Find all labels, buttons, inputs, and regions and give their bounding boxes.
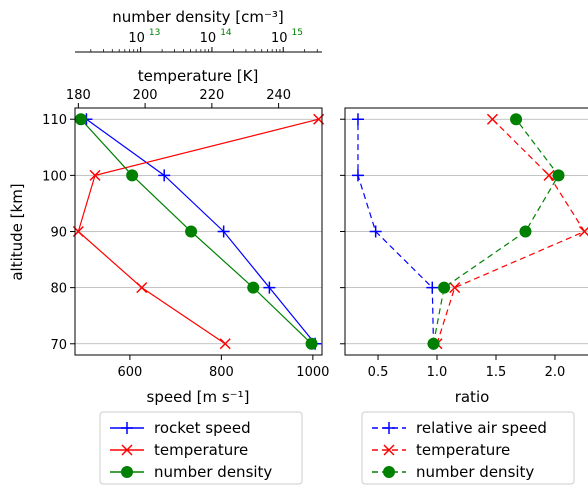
left-legend-label: temperature [154, 441, 248, 459]
left-legend-label: number density [154, 463, 272, 481]
speed-tick-label: 600 [117, 365, 142, 380]
right-legend-label: temperature [416, 441, 510, 459]
left-series-marker-0 [263, 281, 276, 294]
left-ytick-label: 100 [42, 169, 67, 184]
right-legend-label: number density [416, 463, 534, 481]
right-legend-marker [383, 444, 395, 456]
left-series-marker-1 [89, 169, 101, 181]
series-layer [72, 113, 588, 350]
right-legend-box [361, 411, 575, 485]
legend-layer: rocket speed temperature number density rel… [99, 411, 575, 485]
number-density-tick-label: 10 [271, 31, 288, 46]
ratio-tick-label: 1.5 [486, 365, 507, 380]
right-series-line-2 [432, 118, 560, 344]
right-series-marker-0 [369, 225, 382, 238]
left-ytick-label: 70 [50, 338, 67, 353]
left-ytick-label: 110 [42, 113, 67, 128]
left-series-marker-2 [305, 337, 318, 350]
left-xlabel-number-density: number density [cm⁻³] [112, 8, 284, 26]
right-legend-marker [383, 422, 395, 434]
left-series-marker-0 [158, 169, 171, 182]
temperature-tick-label: 240 [266, 88, 291, 103]
grid-layer [75, 118, 588, 345]
right-xlabel: ratio [455, 388, 490, 406]
right-series-marker-1 [543, 169, 555, 181]
right-series-marker-2 [438, 281, 451, 294]
left-legend-marker [121, 466, 133, 478]
speed-tick-label: 1000 [296, 365, 329, 380]
left-legend-box [99, 411, 303, 485]
ratio-tick-label: 2.0 [545, 365, 566, 380]
ratio-tick-label: 1.0 [427, 365, 448, 380]
temperature-tick-label: 180 [66, 88, 91, 103]
left-xlabel-speed: speed [m s⁻¹] [147, 388, 250, 406]
number-density-tick-exponent: 14 [220, 28, 232, 38]
left-legend-label: rocket speed [154, 419, 251, 437]
left-ytick-label: 80 [50, 282, 67, 297]
number-density-tick-label: 10 [128, 31, 145, 46]
right-series-marker-1 [449, 282, 461, 294]
number-density-tick-label: 10 [200, 31, 217, 46]
left-ylabel: altitude [km] [8, 183, 26, 280]
left-series-marker-2 [185, 225, 198, 238]
right-series-marker-0 [351, 113, 364, 126]
left-legend-marker [121, 422, 133, 434]
ratio-tick-label: 0.5 [368, 365, 389, 380]
number-density-tick-exponent: 15 [291, 28, 302, 38]
right-legend-label: relative air speed [416, 419, 547, 437]
left-series-marker-2 [74, 113, 87, 126]
right-series-marker-1 [486, 113, 498, 125]
right-series-marker-0 [351, 169, 364, 182]
right-series-marker-0 [426, 281, 439, 294]
left-xlabel-temperature: temperature [K] [138, 67, 259, 85]
left-series-marker-2 [126, 169, 139, 182]
right-series-marker-2 [510, 113, 523, 126]
left-series-marker-1 [219, 338, 231, 350]
right-series-marker-2 [552, 169, 565, 182]
temperature-tick-label: 200 [133, 88, 158, 103]
ticks-layer: 70 80 90 100 110 600 800 1000 180 200 220 240 10 13 10… [42, 28, 565, 380]
left-legend-marker [121, 444, 133, 456]
number-density-tick-exponent: 13 [149, 28, 160, 38]
speed-tick-label: 800 [209, 365, 234, 380]
left-series-marker-2 [247, 281, 260, 294]
left-ytick-label: 90 [50, 226, 67, 241]
temperature-tick-label: 220 [199, 88, 224, 103]
left-series-marker-0 [217, 225, 230, 238]
right-series-marker-2 [427, 337, 440, 350]
right-series-marker-2 [519, 225, 532, 238]
left-series-marker-1 [136, 282, 148, 294]
right-legend-marker [383, 466, 395, 478]
